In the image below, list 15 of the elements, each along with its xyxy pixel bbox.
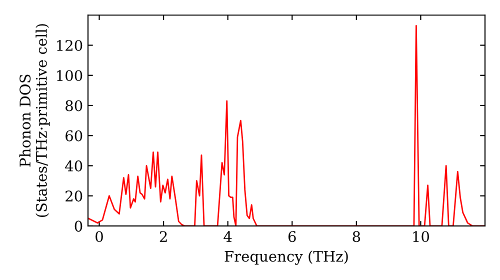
x-tick-label: 4	[224, 231, 232, 242]
x-tick-label: 10	[413, 231, 430, 242]
x-axis-title: Frequency (THz)	[224, 250, 348, 265]
y-tick-label: 40	[65, 160, 82, 172]
y-tick-label: 20	[66, 190, 82, 202]
y-tick-label: 80	[66, 100, 82, 112]
x-tick-label: 8	[352, 231, 360, 242]
y-tick-label: 120	[57, 40, 82, 51]
x-tick-label: 6	[288, 231, 296, 242]
y-tick-label: 100	[57, 70, 82, 82]
x-tick-label: 0	[96, 231, 103, 242]
y-tick-label: 0	[74, 220, 82, 232]
y-tick-label: 60	[66, 130, 82, 142]
y-axis-title: Phonon DOS (States/THz·primitive cell)	[19, 24, 50, 217]
x-tick-label: 2	[160, 231, 167, 242]
